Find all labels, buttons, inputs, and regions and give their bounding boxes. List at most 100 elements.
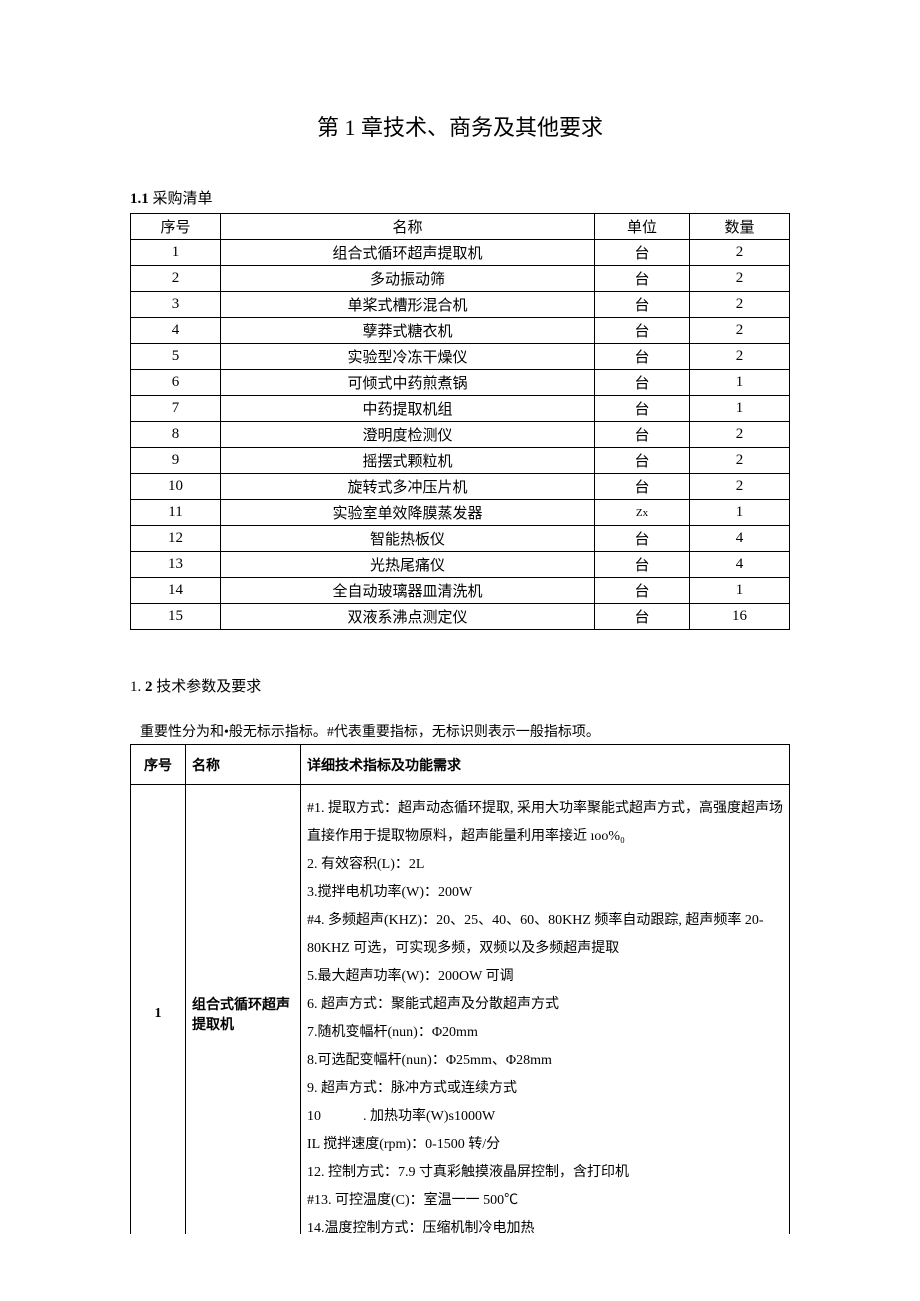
spec-line: 14.温度控制方式：压缩机制冷电加热 (307, 1215, 783, 1234)
section-1-number: 1.1 (130, 191, 149, 207)
cell-qty: 1 (690, 500, 790, 526)
spec-line: 7.随机变幅杆(nun)：Φ20mm (307, 1019, 783, 1047)
cell-name: 摇摆式颗粒机 (221, 448, 595, 474)
spec-line: 12. 控制方式：7.9 寸真彩触摸液晶屏控制，含打印机 (307, 1159, 783, 1187)
importance-note: 重要性分为和•般无标示指标。#代表重要指标，无标识则表示一般指标项。 (130, 721, 790, 741)
specs-table: 序号 名称 详细技术指标及功能需求 1组合式循环超声提取机#1. 提取方式：超声… (130, 744, 790, 1234)
spec-line: #13. 可控温度(C)：室温一一 500℃ (307, 1187, 783, 1215)
cell-unit: 台 (595, 474, 690, 500)
cell-name: 实验室单效降膜蒸发器 (221, 500, 595, 526)
cell-qty: 16 (690, 604, 790, 630)
cell-unit: 台 (595, 318, 690, 344)
table-row: 11实验室单效降膜蒸发器Zx1 (131, 500, 790, 526)
spec-line: IL 搅拌速度(rpm)：0-1500 转/分 (307, 1131, 783, 1159)
cell-qty: 2 (690, 448, 790, 474)
cell-seq: 5 (131, 344, 221, 370)
specs-table-clip: 序号 名称 详细技术指标及功能需求 1组合式循环超声提取机#1. 提取方式：超声… (130, 744, 790, 1234)
cell-seq: 4 (131, 318, 221, 344)
cell-qty: 2 (690, 266, 790, 292)
specs-col-name: 名称 (186, 745, 301, 785)
spec-line: 5.最大超声功率(W)：200OW 可调 (307, 963, 783, 991)
cell-seq: 7 (131, 396, 221, 422)
section-2-number: 2 (145, 679, 153, 695)
cell-unit: 台 (595, 266, 690, 292)
table-row: 5实验型冷冻干燥仪台2 (131, 344, 790, 370)
cell-name: 组合式循环超声提取机 (221, 240, 595, 266)
specs-col-detail: 详细技术指标及功能需求 (301, 745, 790, 785)
spec-line: #4. 多频超声(KHZ)：20、25、40、60、80KHZ 频率自动跟踪, … (307, 907, 783, 963)
cell-name: 孽莽式糖衣机 (221, 318, 595, 344)
cell-name: 实验型冷冻干燥仪 (221, 344, 595, 370)
table-row: 9摇摆式颗粒机台2 (131, 448, 790, 474)
cell-qty: 2 (690, 422, 790, 448)
table-row: 1组合式循环超声提取机台2 (131, 240, 790, 266)
section-1-text: 采购清单 (149, 191, 213, 207)
table-row: 3单桨式槽形混合机台2 (131, 292, 790, 318)
table-row: 15双液系沸点测定仪台16 (131, 604, 790, 630)
cell-name: 旋转式多冲压片机 (221, 474, 595, 500)
cell-qty: 2 (690, 318, 790, 344)
page-title: 第 1 章技术、商务及其他要求 (130, 110, 790, 142)
table-row: 2多动振动筛台2 (131, 266, 790, 292)
cell-unit: 台 (595, 292, 690, 318)
cell-unit: Zx (595, 500, 690, 526)
cell-qty: 1 (690, 578, 790, 604)
specs-col-seq: 序号 (131, 745, 186, 785)
cell-qty: 2 (690, 292, 790, 318)
section-2-prefix: 1. (130, 679, 145, 695)
cell-seq: 6 (131, 370, 221, 396)
table-row: 14全自动玻璃器皿清洗机台1 (131, 578, 790, 604)
table-row: 13光热尾痛仪台4 (131, 552, 790, 578)
specs-header-row: 序号 名称 详细技术指标及功能需求 (131, 745, 790, 785)
cell-qty: 2 (690, 240, 790, 266)
cell-qty: 1 (690, 396, 790, 422)
cell-name: 单桨式槽形混合机 (221, 292, 595, 318)
cell-unit: 台 (595, 604, 690, 630)
cell-unit: 台 (595, 396, 690, 422)
col-header-unit: 单位 (595, 214, 690, 240)
cell-seq: 13 (131, 552, 221, 578)
specs-cell-name: 组合式循环超声提取机 (186, 785, 301, 1235)
cell-seq: 1 (131, 240, 221, 266)
spec-line: 9. 超声方式：脉冲方式或连续方式 (307, 1075, 783, 1103)
cell-seq: 15 (131, 604, 221, 630)
table-header-row: 序号 名称 单位 数量 (131, 214, 790, 240)
table-row: 4孽莽式糖衣机台2 (131, 318, 790, 344)
cell-seq: 9 (131, 448, 221, 474)
cell-name: 可倾式中药煎煮锅 (221, 370, 595, 396)
cell-unit: 台 (595, 526, 690, 552)
cell-unit: 台 (595, 552, 690, 578)
table-row: 10旋转式多冲压片机台2 (131, 474, 790, 500)
cell-name: 智能热板仪 (221, 526, 595, 552)
cell-unit: 台 (595, 370, 690, 396)
spec-line: 10 . 加热功率(W)s1000W (307, 1103, 783, 1131)
cell-unit: 台 (595, 422, 690, 448)
spec-line: 8.可选配变幅杆(nun)：Φ25mm、Φ28mm (307, 1047, 783, 1075)
col-header-name: 名称 (221, 214, 595, 240)
table-row: 6可倾式中药煎煮锅台1 (131, 370, 790, 396)
cell-qty: 1 (690, 370, 790, 396)
cell-name: 中药提取机组 (221, 396, 595, 422)
cell-qty: 2 (690, 474, 790, 500)
cell-seq: 2 (131, 266, 221, 292)
specs-row: 1组合式循环超声提取机#1. 提取方式：超声动态循环提取, 采用大功率聚能式超声… (131, 785, 790, 1235)
procurement-table: 序号 名称 单位 数量 1组合式循环超声提取机台22多动振动筛台23单桨式槽形混… (130, 213, 790, 630)
table-row: 12智能热板仪台4 (131, 526, 790, 552)
cell-seq: 12 (131, 526, 221, 552)
cell-seq: 3 (131, 292, 221, 318)
table-row: 7中药提取机组台1 (131, 396, 790, 422)
cell-name: 光热尾痛仪 (221, 552, 595, 578)
cell-seq: 14 (131, 578, 221, 604)
cell-name: 澄明度检测仪 (221, 422, 595, 448)
col-header-qty: 数量 (690, 214, 790, 240)
spec-line: 2. 有效容积(L)：2L (307, 851, 783, 879)
table-row: 8澄明度检测仪台2 (131, 422, 790, 448)
col-header-seq: 序号 (131, 214, 221, 240)
specs-cell-detail: #1. 提取方式：超声动态循环提取, 采用大功率聚能式超声方式，高强度超声场直接… (301, 785, 790, 1235)
spec-line: 3.搅拌电机功率(W)：200W (307, 879, 783, 907)
section-2-heading: 1. 2 技术参数及要求 (130, 675, 790, 696)
section-1-heading: 1.1 采购清单 (130, 187, 790, 208)
cell-seq: 10 (131, 474, 221, 500)
cell-name: 双液系沸点测定仪 (221, 604, 595, 630)
cell-unit: 台 (595, 448, 690, 474)
